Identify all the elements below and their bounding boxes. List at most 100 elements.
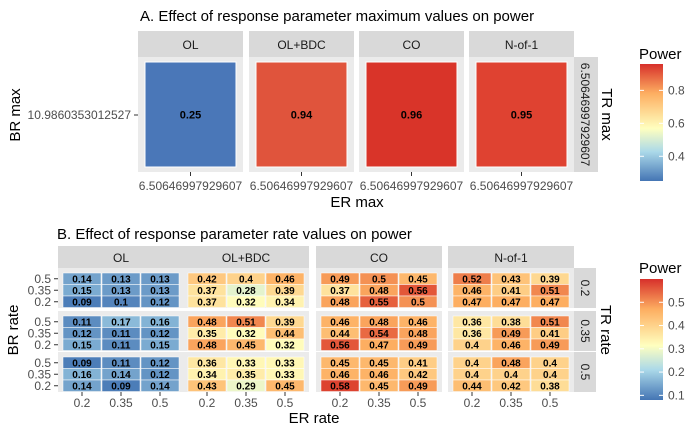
row-strip: [574, 57, 598, 172]
cell-value-label: 0.42: [501, 382, 521, 393]
cell-value-label: 0.43: [197, 382, 217, 393]
x-tick-label: 0.2: [199, 396, 216, 410]
cell-value-label: 0.56: [408, 286, 428, 297]
cell-value-label: 0.37: [197, 298, 217, 309]
cell-value-label: 0.13: [150, 286, 170, 297]
x-tick-label: 0.35: [367, 396, 391, 410]
cell-value-label: 0.16: [150, 318, 170, 329]
heatmap-cell: [398, 379, 438, 392]
cell-value-label: 0.15: [150, 341, 170, 352]
cell-value-label: 0.45: [275, 382, 295, 393]
cell-value-label: 0.38: [540, 382, 560, 393]
tile-value-label: 0.95: [511, 110, 532, 122]
x-tick-label: 0.5: [152, 396, 169, 410]
x-tick-label: 6.50646997929607: [250, 179, 354, 193]
cell-value-label: 0.11: [112, 329, 131, 340]
cell-value-label: 0.46: [330, 318, 350, 329]
cell-value-label: 0.12: [150, 370, 170, 381]
x-axis-title: ER rate: [289, 410, 340, 427]
cell-value-label: 0.32: [236, 329, 256, 340]
x-tick-label: 0.35: [499, 396, 523, 410]
heatmap-cell: [491, 338, 531, 351]
cell-value-label: 0.39: [540, 275, 560, 286]
cell-value-label: 0.49: [540, 341, 560, 352]
x-tick-label: 0.5: [410, 396, 427, 410]
cell-value-label: 0.47: [462, 298, 482, 309]
x-tick-label: 0.5: [277, 396, 294, 410]
legend-tick-label: 0.3: [668, 342, 685, 356]
cell-value-label: 0.13: [111, 286, 131, 297]
cell-value-label: 0.48: [197, 341, 217, 352]
cell-value-label: 0.12: [150, 329, 170, 340]
y-tick-label: 0.2: [34, 379, 51, 393]
cell-value-label: 0.34: [275, 298, 295, 309]
heatmap-cell: [320, 338, 360, 351]
cell-value-label: 0.1: [114, 298, 128, 309]
cell-value-label: 0.43: [501, 275, 521, 286]
cell-value-label: 0.51: [540, 318, 560, 329]
cell-value-label: 0.48: [197, 318, 217, 329]
facet-row-title: TR max: [598, 88, 615, 141]
cell-value-label: 0.44: [275, 329, 295, 340]
cell-value-label: 0.13: [111, 275, 131, 286]
panel-b: B. Effect of response parameter rate val…: [5, 226, 685, 427]
row-strip: [574, 268, 596, 308]
cell-value-label: 0.14: [111, 370, 131, 381]
cell-value-label: 0.36: [462, 329, 482, 340]
heatmap-cell: [359, 295, 399, 308]
cell-value-label: 0.48: [330, 298, 350, 309]
heatmap-tile: [365, 61, 458, 168]
heatmap-cell: [101, 379, 141, 392]
cell-value-label: 0.4: [504, 370, 518, 381]
heatmap-cell: [530, 295, 570, 308]
facet-strip-3: [469, 31, 574, 57]
cell-value-label: 0.49: [408, 382, 428, 393]
cell-value-label: 0.58: [330, 382, 350, 393]
cell-value-label: 0.45: [369, 382, 389, 393]
cell-value-label: 0.51: [540, 286, 560, 297]
cell-value-label: 0.45: [369, 359, 389, 370]
legend-tick-label: 0.2: [668, 365, 685, 379]
heatmap-cell: [491, 295, 531, 308]
cell-value-label: 0.4: [465, 341, 479, 352]
cell-value-label: 0.41: [540, 329, 560, 340]
facet-strip-1: [249, 31, 354, 57]
cell-value-label: 0.11: [112, 359, 131, 370]
cell-value-label: 0.46: [408, 318, 428, 329]
cell-value-label: 0.5: [372, 275, 386, 286]
cell-value-label: 0.36: [462, 318, 482, 329]
x-tick-label: 0.35: [234, 396, 258, 410]
cell-value-label: 0.48: [501, 359, 521, 370]
row-strip-label: 0.2: [578, 280, 592, 297]
facet-label: OL: [113, 251, 129, 265]
cell-value-label: 0.16: [72, 370, 92, 381]
cell-value-label: 0.33: [236, 359, 256, 370]
cell-value-label: 0.11: [73, 318, 92, 329]
cell-value-label: 0.46: [275, 275, 295, 286]
cell-value-label: 0.46: [369, 370, 389, 381]
tile-value-label: 0.25: [180, 110, 201, 122]
heatmap-cell: [226, 338, 266, 351]
cell-value-label: 0.09: [111, 382, 131, 393]
legend-tick-label: 0.5: [668, 295, 685, 309]
cell-value-label: 0.39: [275, 318, 295, 329]
cell-value-label: 0.09: [72, 359, 92, 370]
heatmap-cell: [320, 295, 360, 308]
cell-value-label: 0.4: [239, 275, 253, 286]
cell-value-label: 0.47: [540, 298, 560, 309]
heatmap-tile: [144, 61, 237, 168]
cell-value-label: 0.32: [236, 298, 256, 309]
facet-row-title: TR rate: [597, 305, 614, 355]
legend-colorbar: [640, 64, 663, 181]
x-tick-label: 6.50646997929607: [470, 179, 574, 193]
cell-value-label: 0.14: [72, 275, 92, 286]
heatmap-cell: [398, 338, 438, 351]
panel-b-title: B. Effect of response parameter rate val…: [57, 226, 412, 243]
cell-value-label: 0.37: [197, 286, 217, 297]
heatmap-cell: [491, 379, 531, 392]
cell-value-label: 0.34: [197, 370, 217, 381]
cell-value-label: 0.4: [543, 370, 557, 381]
legend-tick-label: 0.1: [668, 388, 685, 402]
y-axis-title: BR max: [7, 88, 24, 142]
